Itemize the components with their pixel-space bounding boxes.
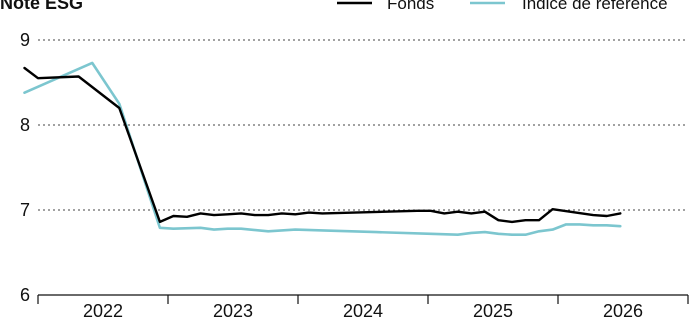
legend-item-fonds: Fonds — [387, 0, 434, 13]
x-tick-label: 2024 — [343, 301, 383, 321]
x-tick-label: 2022 — [83, 301, 123, 321]
x-axis: 2022 2023 2024 2025 2026 — [37, 294, 689, 321]
y-tick-label: 7 — [20, 200, 30, 220]
y-tick-label: 8 — [20, 115, 30, 135]
series-line-indice — [23, 61, 622, 236]
series-lines — [23, 61, 622, 236]
y-axis-ticks: 6 7 8 9 — [20, 30, 30, 305]
x-tick-label: 2025 — [473, 301, 513, 321]
x-tick-label: 2026 — [603, 301, 643, 321]
grid-lines — [38, 39, 688, 211]
y-tick-label: 9 — [20, 30, 30, 50]
legend-item-indice: Indice de référence — [522, 0, 668, 13]
legend: Fonds Indice de référence — [337, 0, 668, 13]
y-tick-label: 6 — [20, 285, 30, 305]
series-line-fonds — [23, 66, 622, 224]
x-tick-label: 2023 — [213, 301, 253, 321]
chart-title: Note ESG — [0, 0, 83, 13]
